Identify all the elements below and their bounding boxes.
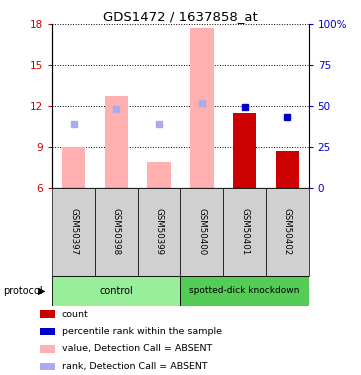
Title: GDS1472 / 1637858_at: GDS1472 / 1637858_at bbox=[103, 10, 258, 23]
Bar bbox=[180, 276, 309, 306]
Text: GSM50397: GSM50397 bbox=[69, 208, 78, 255]
Bar bbox=[105, 96, 128, 188]
Text: GSM50400: GSM50400 bbox=[197, 208, 206, 255]
Text: count: count bbox=[62, 310, 88, 319]
Bar bbox=[52, 188, 95, 276]
Bar bbox=[180, 188, 223, 276]
Text: GSM50398: GSM50398 bbox=[112, 208, 121, 255]
Text: control: control bbox=[100, 286, 133, 296]
Text: protocol: protocol bbox=[4, 286, 43, 296]
Bar bbox=[40, 328, 55, 336]
Text: GSM50399: GSM50399 bbox=[155, 208, 164, 255]
Bar bbox=[40, 363, 55, 370]
Text: ▶: ▶ bbox=[38, 286, 45, 296]
Text: rank, Detection Call = ABSENT: rank, Detection Call = ABSENT bbox=[62, 362, 207, 371]
Bar bbox=[223, 188, 266, 276]
Bar bbox=[40, 345, 55, 353]
Text: percentile rank within the sample: percentile rank within the sample bbox=[62, 327, 222, 336]
Bar bbox=[275, 151, 299, 188]
Text: GSM50401: GSM50401 bbox=[240, 208, 249, 255]
Bar bbox=[233, 113, 256, 188]
Bar bbox=[147, 162, 171, 188]
Text: value, Detection Call = ABSENT: value, Detection Call = ABSENT bbox=[62, 345, 212, 354]
Bar bbox=[138, 188, 180, 276]
Bar bbox=[62, 147, 86, 188]
Bar bbox=[190, 28, 214, 188]
Bar bbox=[95, 188, 138, 276]
Bar bbox=[52, 276, 180, 306]
Text: spotted-dick knockdown: spotted-dick knockdown bbox=[190, 286, 300, 295]
Text: GSM50402: GSM50402 bbox=[283, 208, 292, 255]
Bar bbox=[266, 188, 309, 276]
Bar bbox=[40, 310, 55, 318]
